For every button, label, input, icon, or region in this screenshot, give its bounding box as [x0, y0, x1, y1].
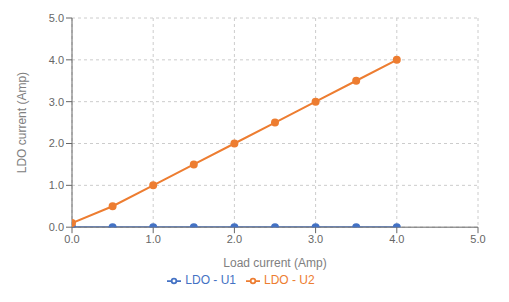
svg-text:Load current (Amp): Load current (Amp)	[223, 256, 326, 270]
svg-text:0.0: 0.0	[49, 221, 64, 233]
svg-text:5.0: 5.0	[49, 12, 64, 24]
svg-text:4.0: 4.0	[389, 233, 404, 245]
svg-text:2.0: 2.0	[227, 233, 242, 245]
svg-text:3.0: 3.0	[308, 233, 323, 245]
svg-text:0.0: 0.0	[64, 233, 79, 245]
svg-text:4.0: 4.0	[49, 54, 64, 66]
svg-text:2.0: 2.0	[49, 137, 64, 149]
html-text:LDO - U2: LDO - U2	[264, 273, 315, 288]
svg-text:LDO current (Amp): LDO current (Amp)	[15, 72, 29, 173]
svg-text:1.0: 1.0	[146, 233, 161, 245]
svg-text:1.0: 1.0	[49, 179, 64, 191]
svg-text:3.0: 3.0	[49, 96, 64, 108]
svg-text:5.0: 5.0	[470, 233, 485, 245]
html-text:LDO - U1: LDO - U1	[185, 273, 236, 288]
